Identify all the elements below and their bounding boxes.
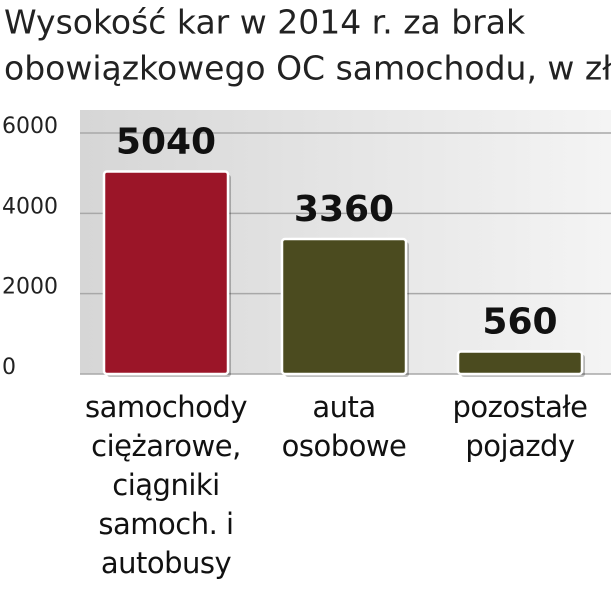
value-label: 560	[482, 302, 557, 343]
y-tick-label: 0	[2, 355, 16, 380]
y-tick-label: 6000	[2, 114, 58, 139]
bar	[280, 237, 408, 376]
y-tick-label: 2000	[2, 275, 58, 300]
chart-title: Wysokość kar w 2014 r. za brak	[4, 3, 526, 42]
x-tick-label: auta osobowe	[281, 390, 407, 463]
y-tick-label: 4000	[2, 194, 58, 219]
bar	[102, 170, 230, 376]
bar	[456, 350, 584, 376]
value-label: 3360	[294, 189, 394, 230]
x-tick-label: samochody ciężarowe, ciągniki samoch. i …	[84, 390, 248, 580]
value-label: 5040	[116, 122, 216, 163]
chart-title: obowiązkowego OC samochodu, w zł	[4, 49, 611, 88]
x-tick-label: pozostałe pojazdy	[452, 390, 588, 463]
